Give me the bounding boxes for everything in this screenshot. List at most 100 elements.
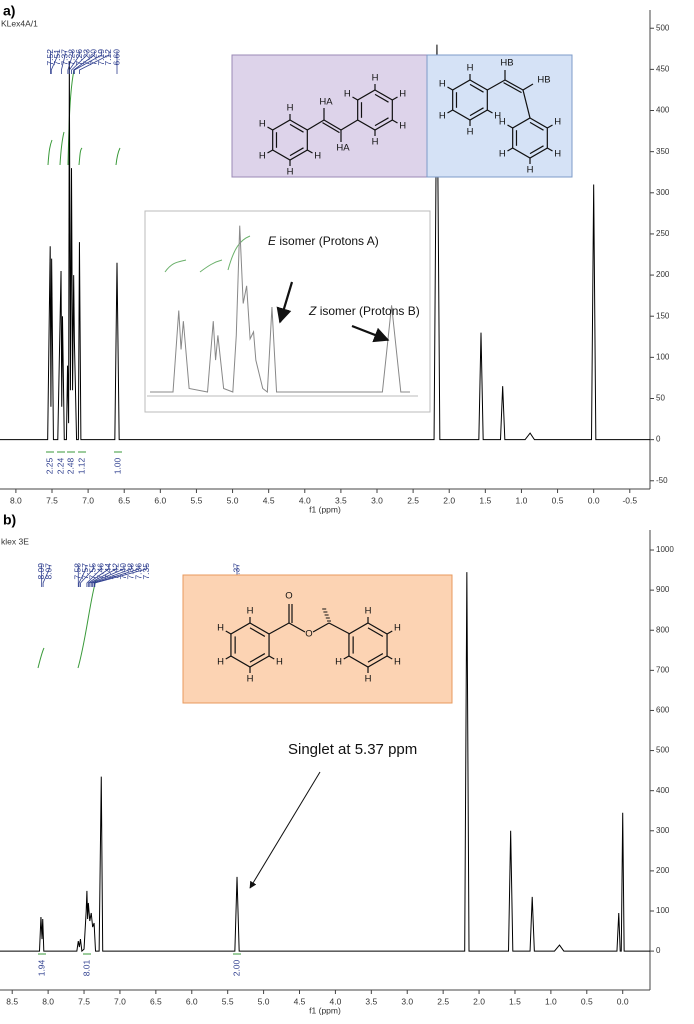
bond bbox=[547, 124, 553, 129]
atom-label: H bbox=[399, 89, 406, 100]
x-axis-label: f1 (ppm) bbox=[309, 504, 341, 514]
x-tick-label: 2.0 bbox=[443, 495, 455, 505]
x-tick-label: 4.5 bbox=[263, 495, 275, 505]
peak-connector bbox=[90, 565, 125, 587]
bond bbox=[340, 119, 359, 131]
bond bbox=[447, 86, 453, 91]
atom-label: H bbox=[314, 151, 321, 162]
atom-label: H bbox=[344, 89, 351, 100]
double-bond bbox=[529, 145, 544, 155]
bond bbox=[522, 83, 534, 91]
y-tick-label: 400 bbox=[656, 106, 670, 115]
peak-label: 7.38 bbox=[126, 563, 136, 580]
x-tick-label: 6.0 bbox=[186, 996, 198, 1006]
bond bbox=[447, 109, 453, 114]
integral-curve bbox=[59, 131, 65, 166]
atom-label: H bbox=[494, 111, 501, 122]
structure-box bbox=[182, 574, 453, 704]
atom-label: H bbox=[439, 79, 446, 90]
bond bbox=[386, 655, 393, 660]
integral-label: 2.48 bbox=[65, 457, 75, 474]
integral-curve bbox=[37, 647, 45, 669]
x-tick-label: 8.0 bbox=[42, 996, 54, 1006]
peak-connector bbox=[71, 51, 88, 74]
annotation-arrow bbox=[276, 281, 294, 324]
bond bbox=[312, 622, 330, 633]
peak-label: 7.20 bbox=[89, 49, 99, 66]
peak-label: 7.19 bbox=[96, 49, 106, 66]
x-tick-label: -0.5 bbox=[622, 495, 637, 505]
peak-label: 7.23 bbox=[81, 49, 91, 66]
peak-connector bbox=[86, 565, 102, 587]
y-tick-label: 500 bbox=[656, 746, 670, 755]
annotation-text: isomer (Protons A) bbox=[279, 234, 378, 248]
x-tick-label: 0.5 bbox=[552, 495, 564, 505]
bond bbox=[503, 82, 522, 94]
peak-label: 7.55 bbox=[88, 563, 98, 580]
structure-box bbox=[231, 54, 428, 178]
integral-label: 8.01 bbox=[81, 959, 91, 976]
x-tick-label: 3.0 bbox=[371, 495, 383, 505]
integral-label: 1.00 bbox=[112, 457, 122, 474]
x-tick-label: 4.0 bbox=[299, 495, 311, 505]
peak-label: 7.26 bbox=[74, 49, 84, 66]
x-tick-label: 0.5 bbox=[581, 996, 593, 1006]
peak-connector bbox=[50, 51, 59, 74]
integral-label: 2.24 bbox=[55, 457, 65, 474]
atom-label: H bbox=[399, 121, 406, 132]
y-tick-label: 0 bbox=[656, 946, 661, 955]
x-tick-label: 4.5 bbox=[294, 996, 306, 1006]
atom-label: H bbox=[439, 111, 446, 122]
peak-label: 7.44 bbox=[103, 563, 113, 580]
atom-label: H bbox=[365, 674, 372, 685]
x-tick-label: 3.0 bbox=[401, 996, 413, 1006]
sample-label: KLex4A/1 bbox=[1, 18, 38, 28]
bond bbox=[386, 630, 393, 635]
x-tick-label: 7.5 bbox=[46, 495, 58, 505]
atom-label: H bbox=[394, 657, 401, 668]
peak-label: 7.12 bbox=[103, 49, 113, 66]
inset-spectrum bbox=[150, 225, 410, 393]
x-tick-label: 0.0 bbox=[588, 495, 600, 505]
x-tick-label: 5.5 bbox=[191, 495, 203, 505]
peak-label: 7.46 bbox=[95, 563, 105, 580]
integral-curve bbox=[77, 579, 97, 669]
bond bbox=[288, 622, 306, 633]
peak-connector bbox=[89, 565, 117, 587]
x-tick-label: 8.5 bbox=[6, 996, 18, 1006]
x-tick-label: 8.0 bbox=[10, 495, 22, 505]
peak-connector bbox=[93, 565, 140, 587]
y-tick-label: 100 bbox=[656, 352, 670, 361]
x-tick-label: 1.5 bbox=[479, 495, 491, 505]
integral-curve bbox=[47, 139, 53, 166]
peak-label: 7.35 bbox=[141, 563, 151, 580]
atom-label: H bbox=[217, 623, 224, 634]
y-tick-label: 450 bbox=[656, 64, 670, 73]
atom-label: H bbox=[394, 623, 401, 634]
bond bbox=[225, 655, 232, 660]
atom-label: HB bbox=[537, 75, 550, 86]
spectrum-line bbox=[0, 572, 650, 953]
x-tick-label: 5.0 bbox=[258, 996, 270, 1006]
annotation-text: isomer (Protons B) bbox=[320, 304, 420, 318]
y-tick-label: 300 bbox=[656, 826, 670, 835]
bond bbox=[306, 119, 325, 131]
x-tick-label: 1.5 bbox=[509, 996, 521, 1006]
annotation-arrow bbox=[351, 324, 390, 343]
annotation: E isomer (Protons A) bbox=[268, 234, 379, 248]
double-bond bbox=[529, 121, 544, 131]
x-tick-label: 6.0 bbox=[154, 495, 166, 505]
x-tick-label: 4.0 bbox=[330, 996, 342, 1006]
bond bbox=[328, 622, 351, 635]
atom-label: H bbox=[287, 103, 294, 114]
double-bond bbox=[469, 83, 484, 93]
atom-label: H bbox=[499, 117, 506, 128]
y-tick-label: 800 bbox=[656, 625, 670, 634]
panel-label: a) bbox=[3, 3, 15, 19]
peak-label: 6.60 bbox=[111, 49, 121, 66]
x-tick-label: 3.5 bbox=[365, 996, 377, 1006]
bond bbox=[547, 147, 553, 152]
double-bond bbox=[374, 93, 389, 103]
x-tick-label: 2.5 bbox=[437, 996, 449, 1006]
x-tick-label: 6.5 bbox=[118, 495, 130, 505]
